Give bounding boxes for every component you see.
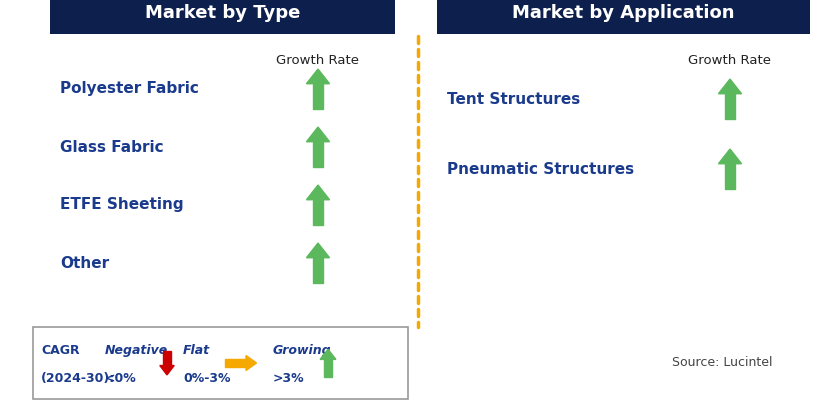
Polygon shape bbox=[306, 127, 329, 142]
Polygon shape bbox=[160, 366, 174, 375]
Polygon shape bbox=[306, 243, 329, 258]
Polygon shape bbox=[306, 185, 329, 200]
Text: <0%: <0% bbox=[105, 372, 136, 385]
Text: Polyester Fabric: Polyester Fabric bbox=[60, 81, 199, 97]
Polygon shape bbox=[725, 164, 735, 189]
Polygon shape bbox=[313, 200, 324, 225]
Polygon shape bbox=[719, 149, 741, 164]
Text: Glass Fabric: Glass Fabric bbox=[60, 139, 164, 155]
FancyBboxPatch shape bbox=[437, 0, 810, 34]
Text: CAGR: CAGR bbox=[41, 344, 80, 357]
FancyBboxPatch shape bbox=[50, 0, 395, 34]
Text: Pneumatic Structures: Pneumatic Structures bbox=[447, 162, 634, 177]
Text: Growing: Growing bbox=[273, 344, 332, 357]
Polygon shape bbox=[163, 351, 171, 366]
Text: 0%-3%: 0%-3% bbox=[183, 372, 230, 385]
Polygon shape bbox=[320, 349, 336, 360]
Polygon shape bbox=[306, 69, 329, 84]
FancyBboxPatch shape bbox=[33, 327, 408, 399]
Polygon shape bbox=[324, 360, 332, 377]
Text: Market by Type: Market by Type bbox=[145, 4, 300, 22]
Text: Negative: Negative bbox=[105, 344, 168, 357]
Polygon shape bbox=[246, 355, 256, 371]
Text: Growth Rate: Growth Rate bbox=[276, 54, 359, 67]
Text: ETFE Sheeting: ETFE Sheeting bbox=[60, 198, 184, 213]
Text: Growth Rate: Growth Rate bbox=[689, 54, 771, 67]
Text: Other: Other bbox=[60, 256, 109, 270]
Polygon shape bbox=[313, 84, 324, 109]
Polygon shape bbox=[225, 359, 246, 367]
Text: Tent Structures: Tent Structures bbox=[447, 92, 580, 106]
Text: Flat: Flat bbox=[183, 344, 210, 357]
Text: >3%: >3% bbox=[273, 372, 305, 385]
Text: Source: Lucintel: Source: Lucintel bbox=[672, 357, 772, 369]
Polygon shape bbox=[313, 258, 324, 283]
Polygon shape bbox=[719, 79, 741, 94]
Polygon shape bbox=[313, 142, 324, 167]
Text: Market by Application: Market by Application bbox=[513, 4, 735, 22]
Polygon shape bbox=[725, 94, 735, 119]
Text: (2024-30):: (2024-30): bbox=[41, 372, 116, 385]
